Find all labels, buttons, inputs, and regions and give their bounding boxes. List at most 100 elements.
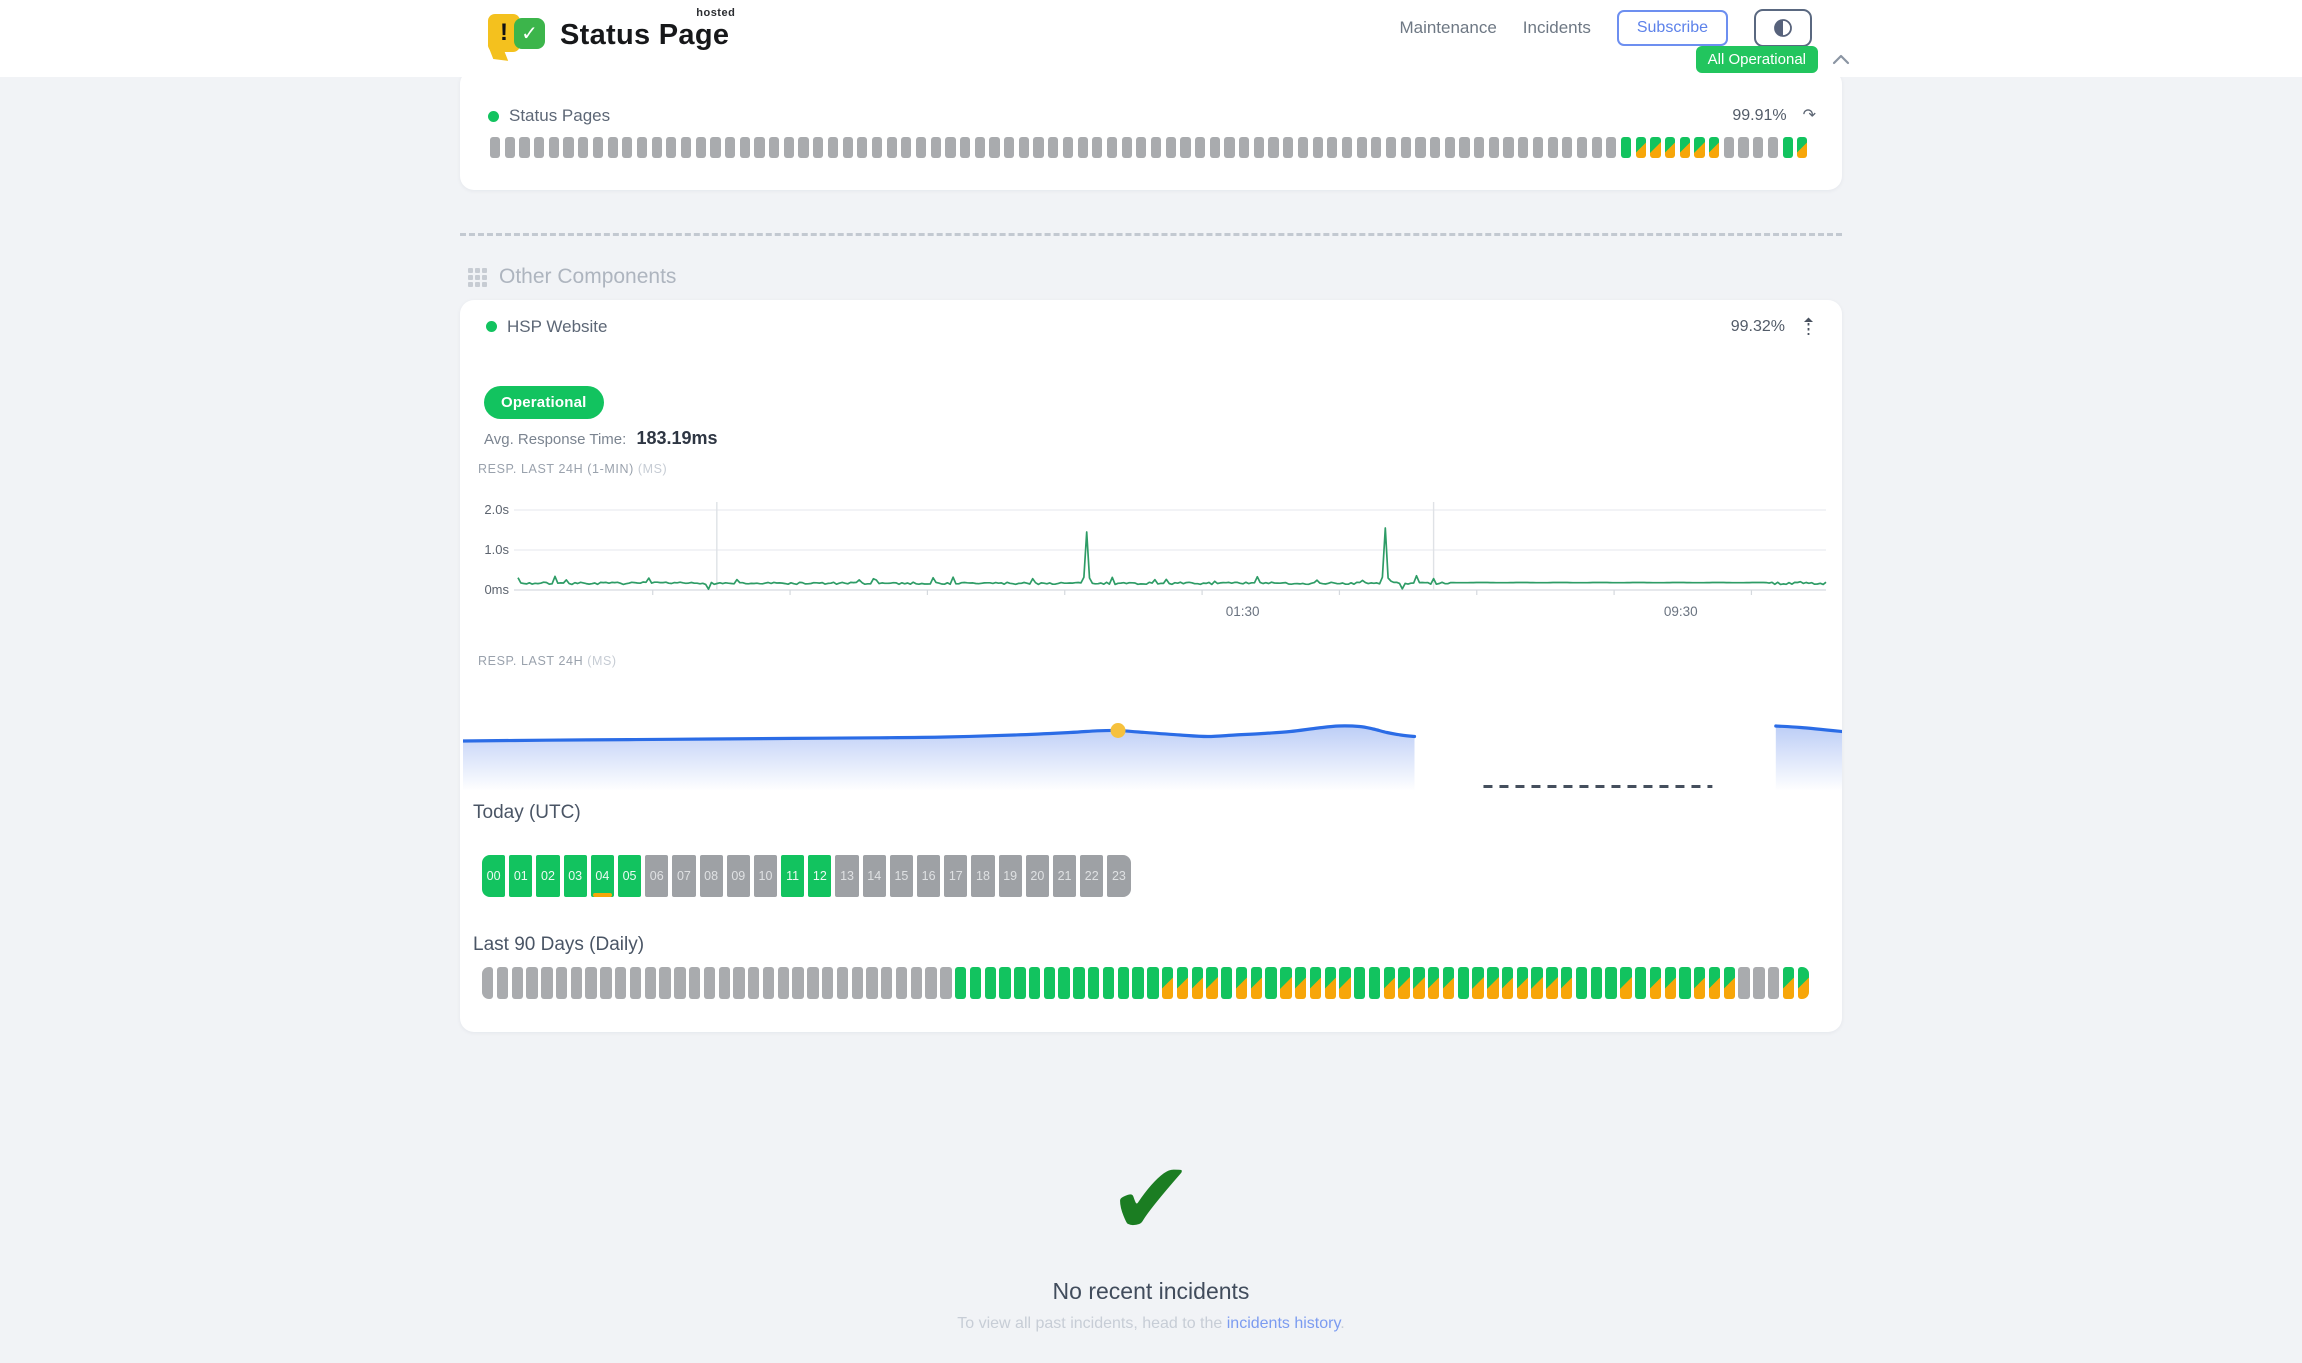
uptime-bar-mixed: [1324, 967, 1336, 999]
uptime-bar-green: [1058, 967, 1070, 999]
top-header: ! ✓ Status Page hosted Maintenance Incid…: [0, 0, 2302, 77]
refresh-icon[interactable]: ↷: [1802, 107, 1816, 124]
uptime-bar-gray: [1767, 137, 1778, 158]
avg-response-label: Avg. Response Time:: [484, 431, 627, 448]
uptime-bar-mixed: [1428, 967, 1440, 999]
uptime-bar-gray: [482, 967, 494, 999]
uptime-bar-gray: [578, 137, 589, 158]
uptime-bar-gray: [769, 137, 780, 158]
uptime-bar-gray: [1474, 137, 1485, 158]
hour-box-08: 08: [699, 855, 723, 897]
brand-logo[interactable]: ! ✓ Status Page hosted: [487, 7, 735, 61]
subscribe-button[interactable]: Subscribe: [1616, 10, 1728, 46]
uptime-bar-gray: [622, 137, 633, 158]
uptime-bar-gray: [1606, 137, 1617, 158]
uptime-bar-gray: [1062, 137, 1073, 158]
uptime-bar-gray: [570, 967, 583, 999]
brand-superscript: hosted: [696, 6, 736, 19]
uptime-bar-mixed: [1708, 967, 1721, 999]
uptime-bar-green: [1043, 967, 1056, 999]
uptime-bar-gray: [925, 967, 937, 999]
uptime-bar-green: [955, 967, 967, 999]
uptime-bar-gray: [777, 967, 790, 999]
uptime-bar-mixed: [1709, 137, 1720, 158]
uptime-bar-gray: [666, 137, 677, 158]
uptime-bar-mixed: [1797, 967, 1809, 999]
uptime-bar-mixed: [1797, 137, 1808, 158]
incidents-history-link[interactable]: incidents history: [1226, 1315, 1341, 1332]
uptime-bar-gray: [1180, 137, 1191, 158]
response-time-line-chart[interactable]: 2.0s 1.0s 0ms 01:30 09:30: [466, 488, 1832, 640]
uptime-bar-gray: [1503, 137, 1514, 158]
uptime-bar-green: [1117, 967, 1129, 999]
uptime-bar-green: [1368, 967, 1381, 999]
chevron-up-icon[interactable]: [1832, 54, 1850, 65]
uptime-bar-mixed: [1250, 967, 1263, 999]
uptime-bar-gray: [1004, 137, 1015, 158]
uptime-bar-gray: [526, 967, 538, 999]
uptime-bar-gray: [534, 137, 545, 158]
uptime-bar-gray: [901, 137, 912, 158]
uptime-bar-mixed: [1694, 967, 1706, 999]
hour-box-10: 10: [753, 855, 778, 897]
uptime-bar-gray: [680, 137, 692, 158]
partial-outage-tick: [592, 893, 612, 897]
uptime-bar-mixed: [1280, 967, 1292, 999]
response-time-area-chart[interactable]: [463, 678, 1842, 798]
uptime-bar-gray: [989, 137, 1000, 158]
uptime-bar-gray: [1488, 137, 1499, 158]
component-row-status-pages[interactable]: Status Pages 99.91% ↷: [488, 106, 1816, 126]
collapse-up-arrow-icon[interactable]: [1801, 316, 1816, 337]
uptime-bar-gray: [881, 967, 893, 999]
uptime-bar-mixed: [1487, 967, 1499, 999]
status-badge[interactable]: All Operational: [1695, 46, 1818, 73]
uptime-bar-gray: [688, 967, 701, 999]
uptime-bar-gray: [754, 137, 765, 158]
uptime-bar-gray: [798, 137, 809, 158]
uptime-bar-gray: [511, 967, 523, 999]
uptime-bar-gray: [607, 137, 618, 158]
uptime-bar-gray: [519, 137, 530, 158]
uptime-bar-gray: [813, 137, 824, 158]
theme-toggle-button[interactable]: [1754, 9, 1812, 47]
uptime-bar-gray: [807, 967, 819, 999]
component-name: HSP Website: [507, 316, 608, 336]
uptime-bar-gray: [1738, 137, 1749, 158]
uptime-bar-gray: [563, 137, 574, 158]
uptime-bar-mixed: [1442, 967, 1455, 999]
uptime-bar-gray: [1033, 137, 1044, 158]
api-status-card: Status Pages 99.91% ↷: [460, 70, 1842, 190]
uptime-bar-gray: [1136, 137, 1147, 158]
uptime-bar-gray: [1018, 137, 1029, 158]
uptime-bar-gray: [871, 137, 883, 158]
nav-maintenance[interactable]: Maintenance: [1399, 18, 1497, 37]
resp-24h-1min-label: RESP. LAST 24H (1-MIN) (MS): [478, 462, 668, 476]
uptime-bar-gray: [842, 137, 853, 158]
last-90-days-title: Last 90 Days (Daily): [473, 934, 645, 955]
uptime-bar-gray: [1312, 137, 1323, 158]
uptime-bar-gray: [783, 137, 794, 158]
uptime-bar-mixed: [1161, 967, 1174, 999]
resp-24h-label: RESP. LAST 24H (MS): [478, 654, 617, 668]
uptime-bar-gray: [739, 137, 750, 158]
uptime-bar-gray: [762, 967, 775, 999]
uptime-bar-green: [969, 967, 982, 999]
uptime-bar-gray: [1753, 967, 1765, 999]
header-nav: Maintenance Incidents Subscribe: [1399, 0, 1812, 56]
uptime-bar-strip: [490, 137, 1808, 158]
component-row-hsp-website[interactable]: HSP Website 99.32%: [486, 316, 1816, 337]
uptime-bar-gray: [836, 967, 849, 999]
hour-box-15: 15: [889, 855, 913, 897]
hour-box-04: 04: [590, 855, 614, 897]
uptime-bar-gray: [490, 137, 501, 158]
nav-incidents[interactable]: Incidents: [1522, 18, 1591, 37]
uptime-bar-green: [1014, 967, 1026, 999]
daily-uptime-bar-strip: [482, 967, 1809, 999]
uptime-bar-mixed: [1206, 967, 1218, 999]
grid-icon: [468, 267, 487, 287]
uptime-bar-green: [1634, 967, 1647, 999]
uptime-bar-gray: [1195, 137, 1206, 158]
uptime-bar-gray: [940, 967, 952, 999]
uptime-bar-mixed: [1782, 967, 1795, 999]
